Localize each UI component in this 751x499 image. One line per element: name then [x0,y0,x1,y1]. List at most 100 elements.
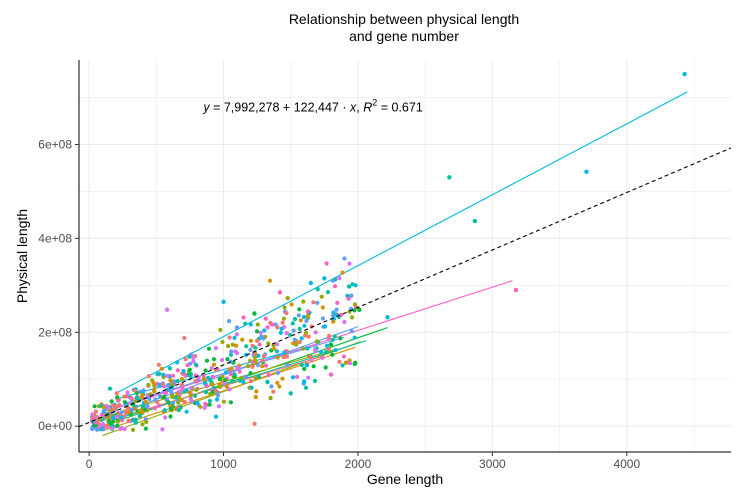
data-point [119,410,124,415]
data-point [301,299,306,304]
data-point [275,380,280,385]
data-point [259,334,264,339]
data-point [207,402,212,407]
data-point [238,378,243,383]
data-point [140,410,145,415]
data-point [170,400,176,406]
data-point [153,397,158,402]
data-point [340,270,345,275]
data-point [163,415,168,420]
data-point [330,278,335,283]
data-point [255,322,260,327]
data-point [323,365,328,370]
data-point [168,414,173,419]
data-point [160,382,165,387]
data-point [224,370,229,375]
data-point [167,366,172,371]
data-point [204,358,210,363]
data-point [90,416,95,421]
data-point [119,426,124,431]
data-point [126,418,131,423]
data-point [124,394,129,399]
data-point [275,355,280,360]
data-point [273,322,278,327]
data-point [164,307,170,312]
data-point [140,393,145,398]
data-point [301,346,306,351]
data-point [228,352,234,357]
data-point [280,320,285,325]
data-point [144,419,149,425]
data-point [215,393,221,398]
data-point [125,390,130,395]
data-point [94,420,99,425]
data-point [249,385,254,390]
data-point [122,426,127,432]
data-point [230,379,235,384]
data-point [228,400,233,405]
y-axis-ticks: 0e+00 2e+08 4e+08 6e+08 [38,138,79,433]
data-point [340,363,345,368]
data-point [175,368,180,373]
data-point [342,256,347,261]
data-point [229,366,234,371]
x-tick-label: 1000 [210,457,237,471]
data-point [95,427,100,432]
data-point [346,284,352,289]
data-point [301,379,307,384]
data-point [252,311,257,316]
x-axis-ticks: 0 1000 2000 3000 4000 [86,452,640,471]
data-point [210,374,215,379]
data-point [331,319,336,324]
axes [78,60,731,453]
data-point [334,307,339,312]
data-point [244,344,249,349]
data-point [234,332,239,337]
data-point [141,404,146,409]
chart-title-line: and gene number [349,28,459,44]
data-point [90,412,95,417]
regression-equation: y = 7,992,278 + 122,447 · x, R2 = 0.671 [202,98,422,115]
data-point [303,385,309,390]
data-point [320,316,325,321]
data-point [306,334,311,339]
data-point [312,378,318,383]
data-point [191,355,196,361]
data-point [162,408,167,413]
equation-part: 2 [372,98,377,108]
data-point [292,317,297,322]
data-point [132,388,137,393]
data-point [313,348,318,354]
data-point [332,334,337,339]
data-point [277,384,282,389]
data-point [347,261,352,266]
data-point [115,395,120,400]
data-point [207,398,212,404]
data-point [311,300,316,305]
data-point [147,396,152,401]
data-point [299,362,304,367]
data-point [281,355,286,360]
data-point [180,386,185,391]
data-point [255,338,260,343]
data-point [304,362,310,368]
data-point [159,366,164,371]
x-tick-label: 0 [86,457,93,471]
data-point [227,387,232,392]
data-point [295,374,300,379]
data-point [146,382,151,387]
data-point [218,384,223,390]
equation-part: = 0.671 [377,101,423,115]
data-point [265,325,270,330]
data-point [185,363,190,368]
group-fit-line [109,327,388,425]
data-point [134,395,140,400]
data-point [305,314,310,319]
x-tick-label: 3000 [479,457,506,471]
x-tick-label: 2000 [345,457,372,471]
data-point [320,355,325,360]
data-point [163,390,168,395]
data-point [188,397,193,402]
data-point [109,421,114,426]
data-point [237,369,242,374]
